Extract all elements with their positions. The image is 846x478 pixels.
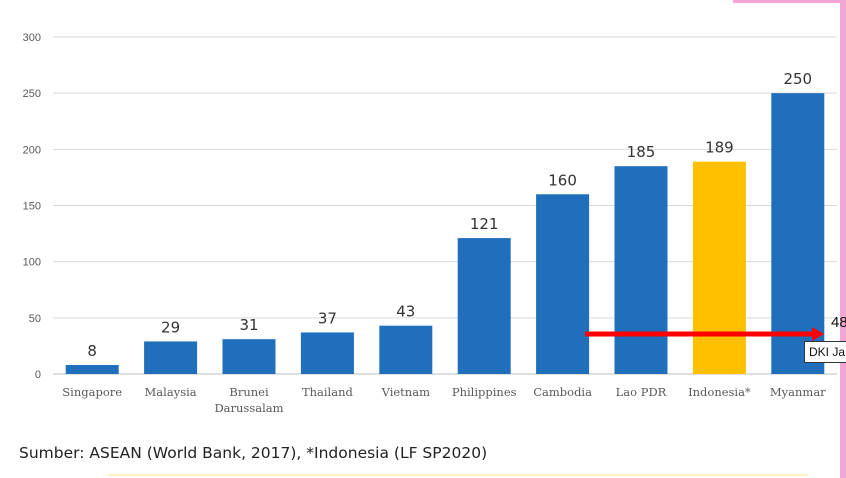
- bar-chart: 0 50 100 150 200 250 300 8 29 31 37 43 121 160 185 189…: [23, 32, 837, 415]
- source-note: Sumber: ASEAN (World Bank, 2017), *Indon…: [19, 444, 488, 462]
- y-tick-label: 200: [23, 144, 41, 156]
- bars: [65, 93, 825, 375]
- bar: [222, 339, 276, 374]
- data-labels: 8 29 31 37 43 121 160 185 189 250: [87, 70, 812, 360]
- annotation-label-box: DKI Ja: [804, 341, 846, 363]
- bar: [379, 325, 433, 374]
- data-label: 160: [548, 171, 577, 189]
- y-tick-label: 50: [29, 313, 41, 325]
- x-tick-label: Lao PDR: [616, 385, 667, 399]
- x-tick-label: Thailand: [302, 385, 354, 399]
- bar: [692, 161, 746, 374]
- y-tick-label: 150: [23, 201, 41, 213]
- bar: [614, 166, 668, 374]
- annotation-value: 48: [831, 314, 846, 331]
- data-label: 37: [318, 309, 337, 327]
- x-tick-label: Brunei Darussalam: [214, 385, 283, 415]
- footer-divider: [108, 474, 808, 476]
- bar: [65, 365, 119, 374]
- x-tick-label: Malaysia: [145, 385, 197, 399]
- data-label: 121: [470, 215, 499, 233]
- bar: [536, 194, 590, 374]
- data-label: 29: [161, 318, 180, 336]
- x-tick-label: Singapore: [62, 385, 122, 399]
- annotation-arrow-layer: [585, 327, 824, 341]
- bar: [457, 238, 511, 374]
- y-tick-label: 300: [23, 32, 41, 44]
- x-axis-ticks: Singapore Malaysia Brunei Darussalam Thailan…: [62, 385, 826, 415]
- data-label: 31: [239, 316, 258, 334]
- x-tick-label: Cambodia: [533, 385, 592, 399]
- x-tick-label: Vietnam: [381, 385, 430, 399]
- x-tick-label: Myanmar: [770, 385, 826, 399]
- annotation-arrowhead: [812, 327, 824, 341]
- x-tick-label: Indonesia*: [688, 385, 751, 399]
- y-tick-label: 0: [35, 369, 41, 381]
- data-label: 8: [87, 342, 97, 360]
- y-axis-ticks: 0 50 100 150 200 250 300: [23, 32, 41, 381]
- pink-frame-right: [840, 0, 846, 478]
- data-label: 185: [627, 143, 656, 161]
- data-label: 250: [783, 70, 812, 88]
- y-tick-label: 100: [23, 257, 41, 269]
- bar: [771, 93, 825, 375]
- x-tick-label: Philippines: [452, 385, 517, 399]
- y-tick-label: 250: [23, 88, 41, 100]
- bar: [144, 341, 198, 374]
- pink-frame-top: [733, 0, 846, 3]
- bar: [300, 332, 354, 374]
- data-label: 189: [705, 139, 734, 157]
- data-label: 43: [396, 303, 415, 321]
